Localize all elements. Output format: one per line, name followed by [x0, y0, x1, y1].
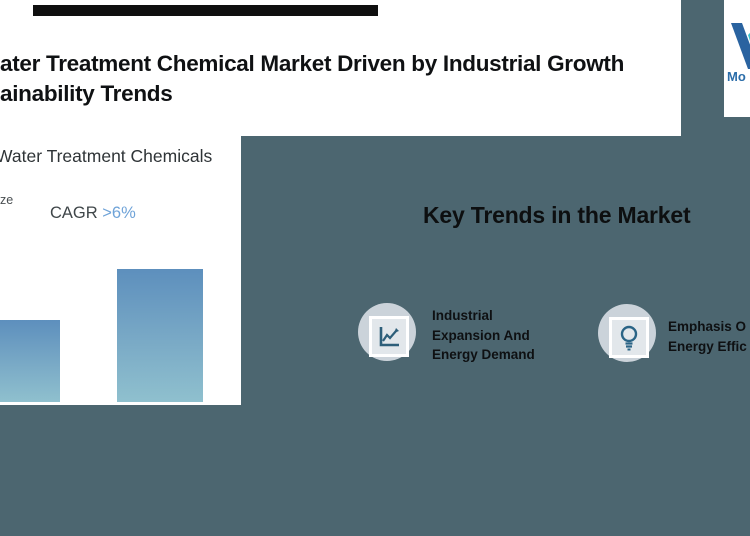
icon-frame — [369, 316, 409, 357]
trend-item-label: Industrial Expansion And Energy Demand — [432, 306, 535, 365]
trend-item-label: Emphasis O Energy Effic — [668, 317, 747, 356]
cropped-axis-label: ze — [0, 193, 14, 207]
chart-card-title: Water Treatment Chemicals — [0, 146, 213, 166]
trend-up-chart-icon — [379, 326, 399, 346]
bar-chart-bar — [117, 269, 203, 402]
cagr-annotation: CAGR >6% — [50, 204, 136, 223]
logo-m-icon — [731, 23, 750, 69]
top-decorative-bar — [33, 5, 378, 16]
key-trends-heading: Key Trends in the Market — [423, 202, 691, 228]
chart-card: Water Treatment Chemicals ze CAGR >6% — [0, 136, 241, 405]
trend-label-line: Emphasis O — [668, 319, 747, 334]
page-title-line1: ater Treatment Chemical Market Driven by… — [0, 51, 625, 76]
brand-logo-box: Mo — [724, 0, 750, 117]
trend-item-circle — [358, 303, 416, 361]
trend-label-line: Expansion And — [432, 327, 530, 343]
trend-label-line: Energy Demand — [432, 347, 535, 362]
header-band — [0, 0, 681, 136]
trend-label-line: Energy Effic — [668, 338, 747, 354]
cagr-label: CAGR — [50, 204, 103, 222]
page-title-line2: ainability Trends — [0, 81, 173, 106]
trend-item-circle — [598, 304, 656, 362]
lightbulb-icon — [620, 325, 638, 350]
trend-label-line: Industrial — [432, 308, 493, 323]
icon-frame — [609, 317, 649, 358]
logo-text: Mo — [727, 69, 746, 84]
page-title: ater Treatment Chemical Market Driven by… — [0, 49, 700, 109]
bar-chart-bar — [0, 320, 60, 402]
cagr-value: >6% — [102, 204, 136, 222]
